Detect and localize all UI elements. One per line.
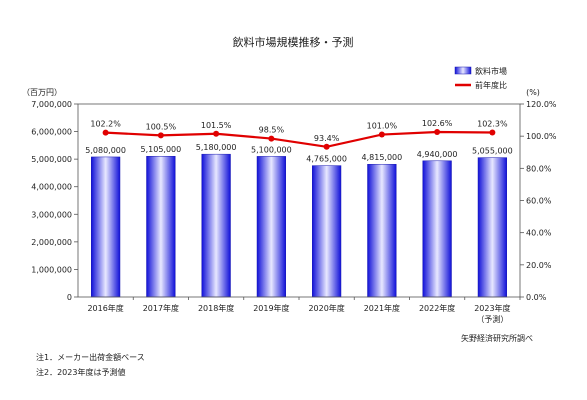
legend: 飲料市場 前年度比 [454, 66, 507, 90]
line-point [213, 130, 220, 137]
legend-bar-swatch [454, 66, 472, 75]
left-tick-label: 2,000,000 [31, 238, 72, 247]
line-value-label: 102.2% [90, 120, 121, 129]
line-value-label: 102.3% [477, 119, 508, 128]
left-tick-label: 3,000,000 [31, 210, 72, 219]
left-tick-label: 1,000,000 [31, 265, 72, 274]
right-tick-label: 20.0% [526, 261, 552, 270]
line-value-label: 102.6% [422, 119, 453, 128]
bar-value-label: 5,055,000 [472, 147, 513, 156]
x-tick-label: 2018年度 [198, 303, 234, 313]
left-axis-unit: （百万円） [22, 88, 62, 97]
right-tick-label: 100.0% [526, 132, 557, 141]
line-point [157, 132, 164, 139]
note-2: 注2．2023年度は予測値 [36, 368, 126, 377]
bar-value-label: 5,080,000 [85, 146, 126, 155]
bar [146, 155, 176, 298]
bar [256, 156, 286, 298]
right-axis-unit: (%) [526, 88, 540, 97]
x-tick-label: 2021年度 [364, 303, 400, 313]
line-value-label: 93.4% [314, 134, 340, 143]
line-point [434, 128, 441, 135]
line-point [489, 129, 496, 136]
line-value-label: 100.5% [146, 122, 177, 131]
left-tick-label: 5,000,000 [31, 155, 72, 164]
bar [91, 156, 121, 298]
bar [367, 163, 397, 298]
line-value-label: 101.0% [367, 122, 398, 131]
right-tick-label: 80.0% [526, 164, 552, 173]
line-point [378, 131, 385, 138]
line-value-label: 98.5% [259, 126, 285, 135]
left-tick-label: 7,000,000 [31, 100, 72, 109]
x-tick-label: 2019年度 [253, 303, 289, 313]
line-point [323, 143, 330, 150]
line-value-label: 101.5% [201, 121, 232, 130]
line-point [102, 129, 109, 136]
bar-value-label: 4,765,000 [306, 155, 347, 164]
legend-label-bar: 飲料市場 [475, 66, 507, 76]
x-tick-label: 2022年度 [419, 303, 455, 313]
chart-title: 飲料市場規模推移・予測 [233, 35, 354, 49]
x-tick-label: 2020年度 [308, 303, 344, 313]
bar-value-label: 5,100,000 [251, 145, 292, 154]
left-tick-label: 6,000,000 [31, 128, 72, 137]
source-credit: 矢野経済研究所調べ [461, 334, 533, 343]
right-tick-label: 0.0% [526, 293, 547, 302]
x-tick-label: 2017年度 [143, 303, 179, 313]
bar-value-label: 4,940,000 [417, 150, 458, 159]
left-tick-label: 4,000,000 [31, 183, 72, 192]
right-tick-label: 60.0% [526, 197, 552, 206]
bar [201, 153, 231, 298]
bar-value-label: 5,105,000 [141, 145, 182, 154]
x-tick-label: 2023年度 [474, 303, 510, 313]
note-1: 注1．メーカー出荷金額ベース [36, 353, 145, 362]
bar-value-label: 5,180,000 [196, 143, 237, 152]
bar [422, 160, 452, 298]
bar-value-label: 4,815,000 [362, 153, 403, 162]
right-tick-label: 40.0% [526, 229, 552, 238]
plot-frame [77, 103, 521, 298]
bar [312, 165, 342, 298]
x-tick-sublabel: （予測） [476, 314, 508, 324]
legend-label-line: 前年度比 [475, 80, 507, 90]
x-tick-label: 2016年度 [87, 303, 123, 313]
line-series-yoy [105, 130, 493, 148]
line-point [268, 135, 275, 142]
bar [477, 157, 507, 298]
left-tick-label: 0 [67, 293, 72, 302]
right-tick-label: 120.0% [526, 100, 557, 109]
